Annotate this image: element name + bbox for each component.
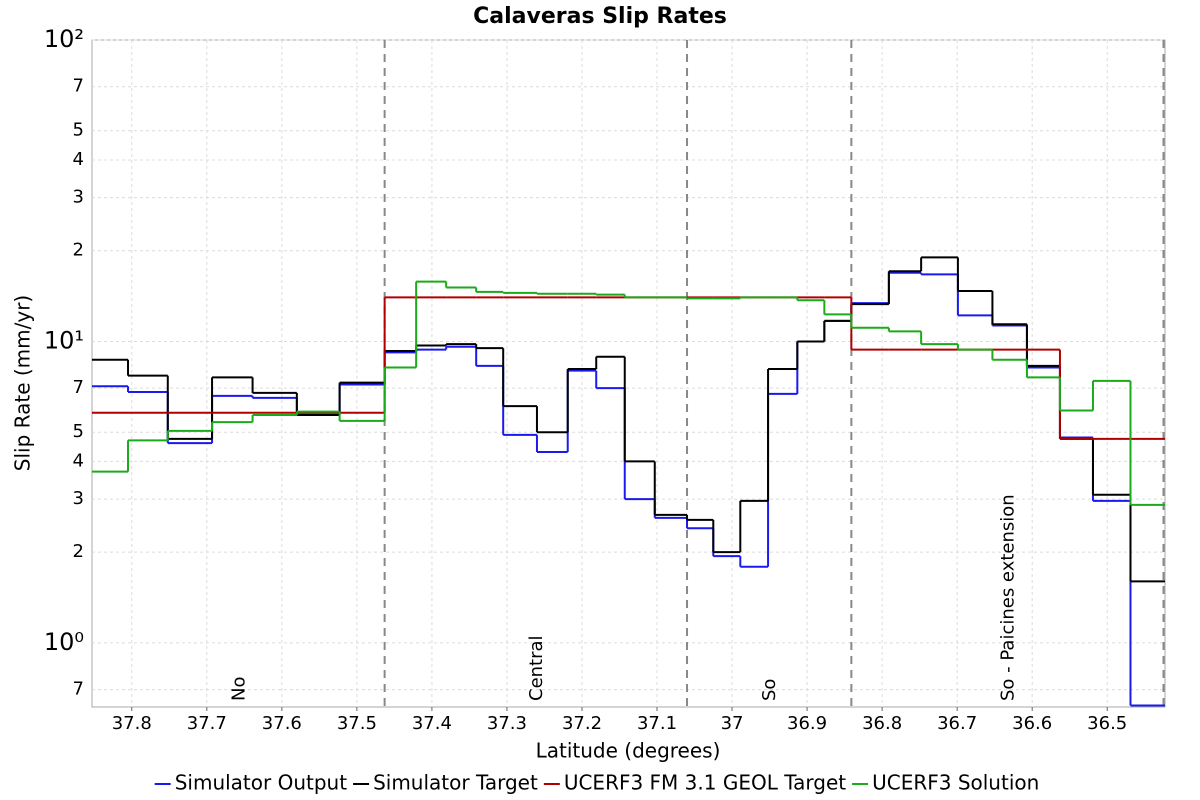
x-tick-label: 37.2 [562, 713, 602, 734]
plot-area [91, 39, 1166, 708]
legend-label: Simulator Output [175, 771, 348, 795]
y-tick-label: 10⁰ [44, 628, 84, 656]
section-label: So - Paicines extension [997, 494, 1018, 701]
y-tick-label: 7 [73, 76, 84, 97]
x-tick-label: 36.5 [1087, 713, 1127, 734]
x-tick-label: 36.7 [937, 713, 977, 734]
legend-label: Simulator Target [373, 771, 538, 795]
x-tick-label: 36.9 [787, 713, 827, 734]
x-tick-label: 37.4 [412, 713, 452, 734]
section-label: Central [526, 635, 547, 701]
x-tick-label: 37.6 [262, 713, 302, 734]
x-tick-label: 37.8 [112, 713, 152, 734]
chart-title: Calaveras Slip Rates [473, 4, 727, 29]
series [92, 280, 1165, 506]
y-tick-label: 2 [73, 240, 84, 261]
x-tick-label: 37 [721, 713, 744, 734]
x-tick-label: 36.6 [1012, 713, 1052, 734]
x-tick-label: 37.7 [187, 713, 227, 734]
x-tick-label: 36.8 [862, 713, 902, 734]
y-tick-label: 4 [73, 450, 84, 471]
y-tick-label: 3 [73, 488, 84, 509]
x-tick-label: 37.3 [487, 713, 527, 734]
y-tick-label: 10² [44, 25, 84, 53]
y-tick-label: 7 [73, 679, 84, 700]
x-axis-label: Latitude (degrees) [536, 739, 721, 763]
y-tick-label: 7 [73, 377, 84, 398]
y-axis-label: Slip Rate (mm/yr) [11, 295, 35, 471]
x-tick-label: 37.1 [637, 713, 677, 734]
y-tick-label: 4 [73, 149, 84, 170]
y-tick-label: 10¹ [44, 326, 84, 354]
y-tick-label: 5 [73, 421, 84, 442]
y-tick-label: 3 [73, 187, 84, 208]
legend-label: UCERF3 Solution [872, 771, 1039, 795]
y-tick-label: 5 [73, 120, 84, 141]
section-label: So [759, 679, 780, 701]
legend-label: UCERF3 FM 3.1 GEOL Target [564, 771, 846, 795]
y-tick-label: 2 [73, 541, 84, 562]
section-label: No [228, 677, 249, 701]
x-tick-label: 37.5 [337, 713, 377, 734]
